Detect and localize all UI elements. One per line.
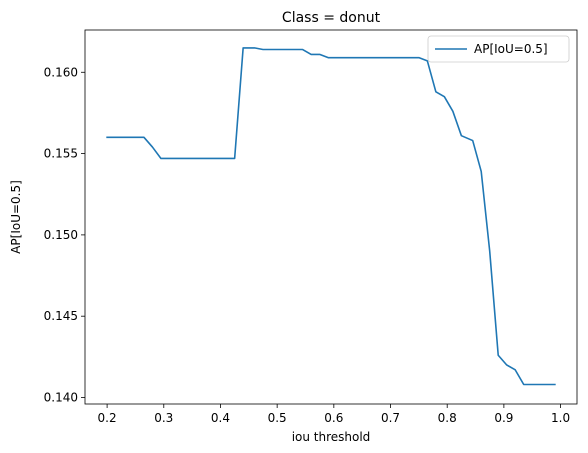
x-tick-label: 0.5 (268, 411, 287, 425)
legend-box (427, 35, 570, 63)
legend-label: AP[IoU=0.5] (474, 42, 548, 56)
x-axis-label: iou threshold (292, 430, 371, 444)
plot-area (106, 47, 556, 386)
x-tick-label: 0.9 (494, 411, 513, 425)
legend: AP[IoU=0.5] (427, 35, 570, 63)
series-line (106, 47, 556, 386)
y-tick-label: 0.140 (44, 390, 78, 404)
x-tick-label: 0.6 (324, 411, 343, 425)
y-axis-label: AP[IoU=0.5] (9, 180, 23, 254)
x-tick-label: 0.4 (211, 411, 230, 425)
x-tick-label: 0.7 (381, 411, 400, 425)
y-tick-label: 0.155 (44, 147, 78, 161)
chart-title: Class = donut (282, 10, 381, 26)
y-axis: 0.140 0.145 0.150 0.155 0.160 (44, 65, 85, 404)
y-tick-label: 0.150 (44, 228, 78, 242)
x-tick-label: 0.3 (154, 411, 173, 425)
x-tick-label: 1.0 (551, 411, 570, 425)
y-tick-label: 0.160 (44, 65, 78, 79)
x-tick-label: 0.2 (98, 411, 117, 425)
axes-frame (84, 29, 578, 405)
x-tick-label: 0.8 (438, 411, 457, 425)
x-axis: 0.2 0.3 0.4 0.5 0.6 0.7 0.8 0.9 1.0 (98, 404, 570, 425)
y-tick-label: 0.145 (44, 309, 78, 323)
